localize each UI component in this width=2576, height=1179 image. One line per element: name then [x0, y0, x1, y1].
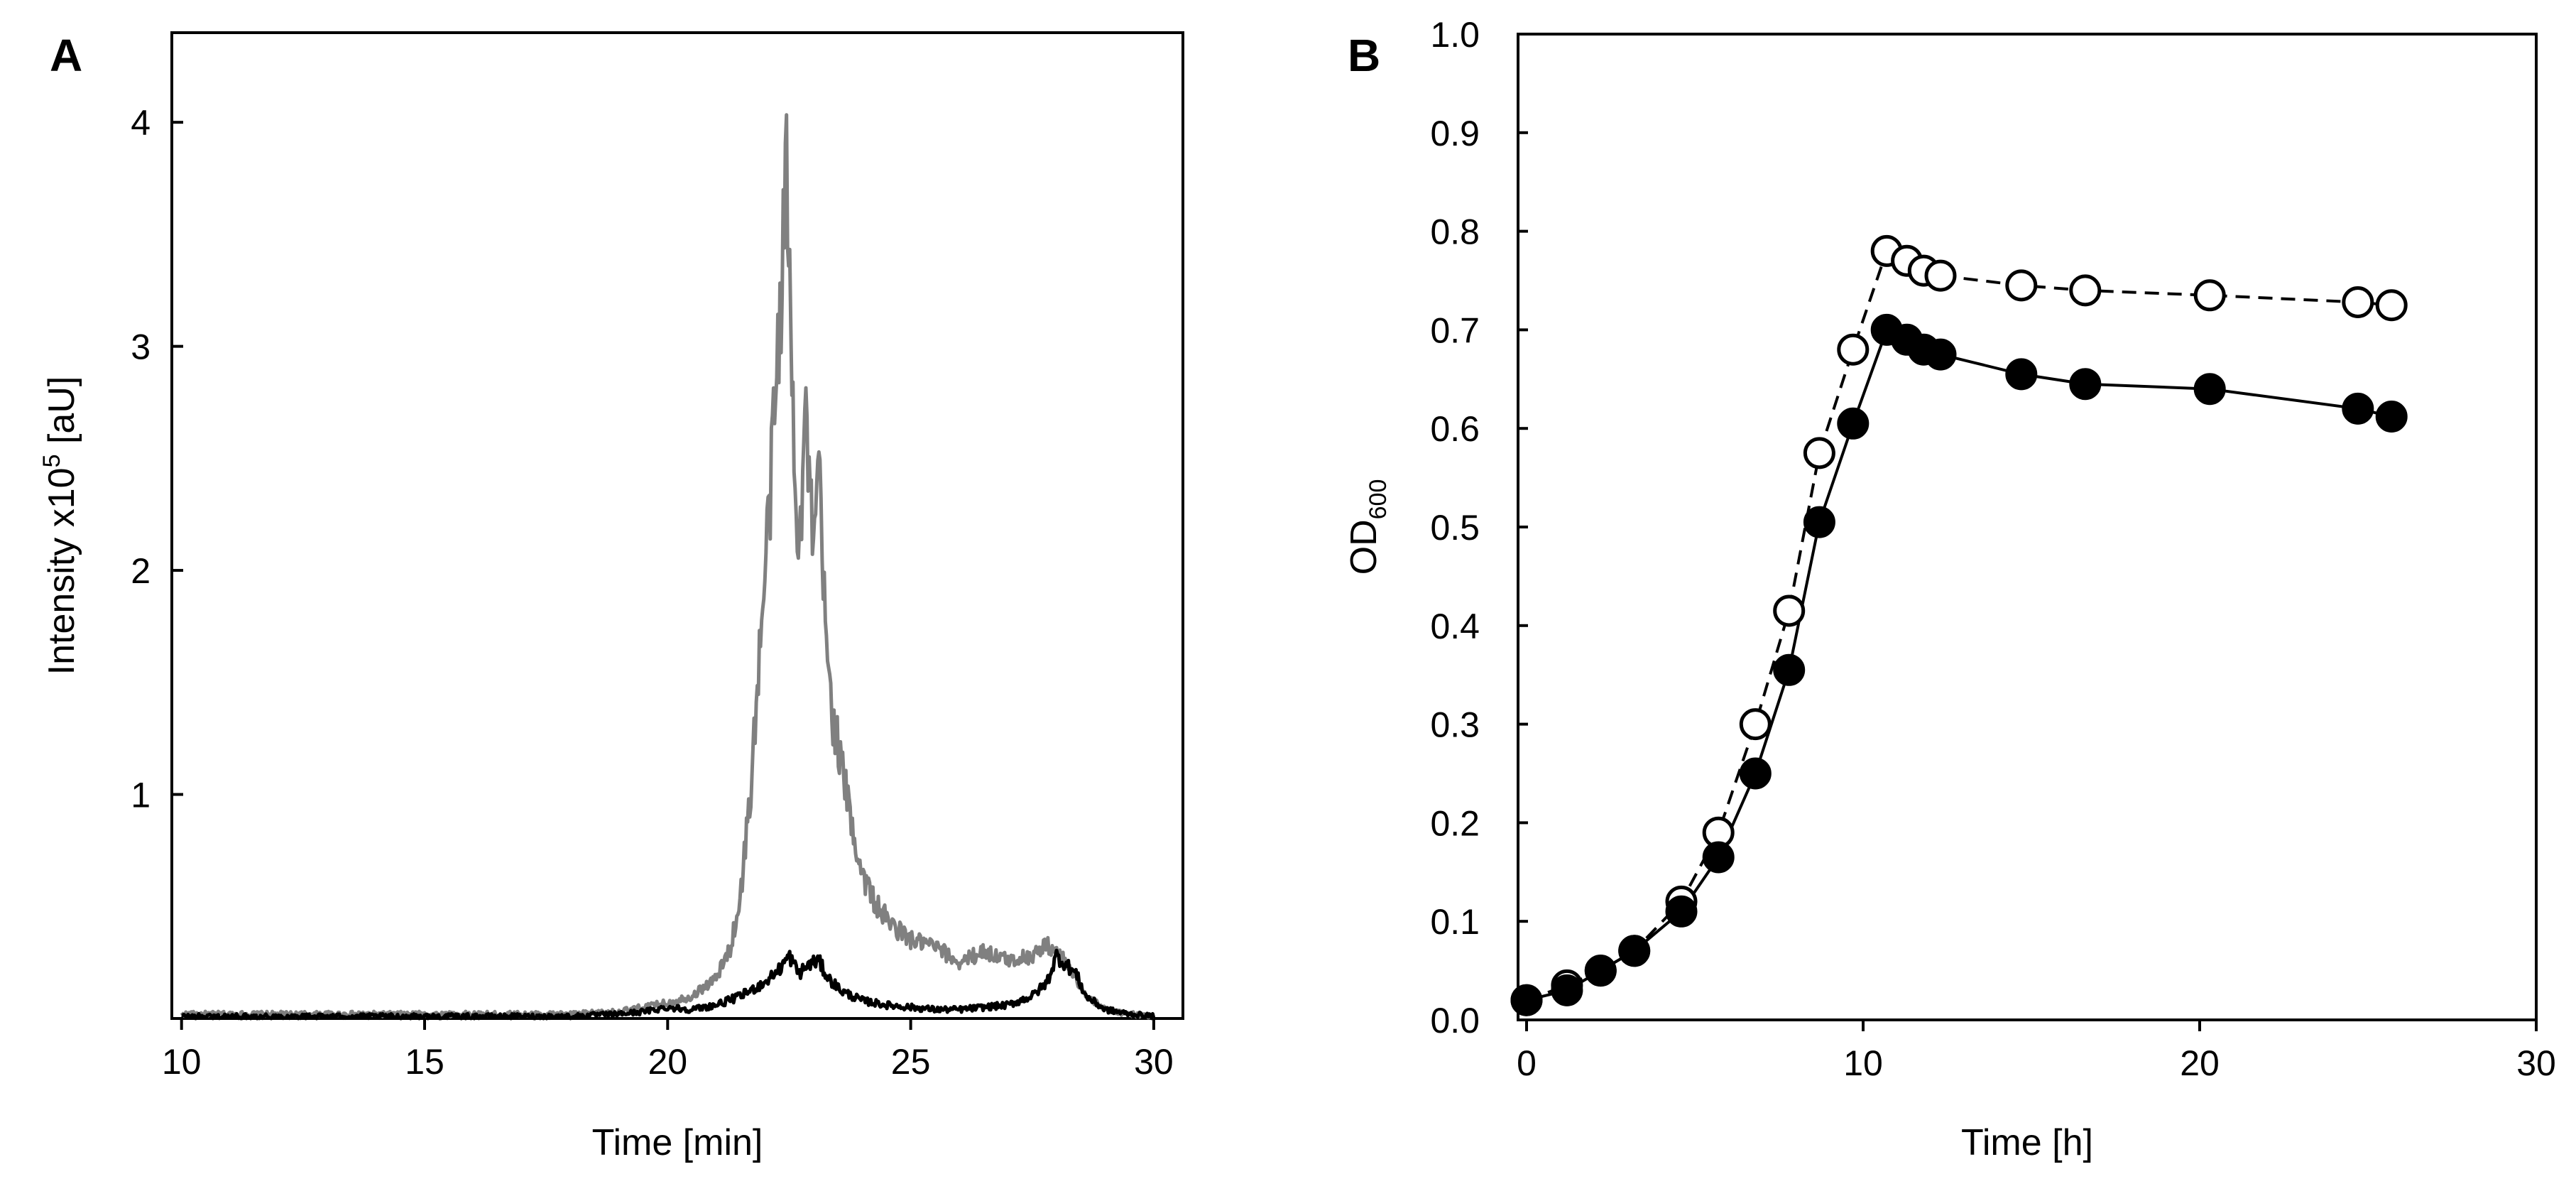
panel-b-y-tick-label: 0.7 [1430, 310, 1480, 350]
panel-a-x-tick-label: 25 [891, 1042, 931, 1082]
panel-a-y-axis-title-main: Intensity x10 [41, 467, 82, 675]
panel-b-open-point [1924, 259, 1957, 292]
panel-b-filled-point [2005, 358, 2038, 391]
panel-a-x-tick-label: 30 [1134, 1042, 1174, 1082]
panel-b-filled-point [2193, 373, 2226, 406]
panel-b-y-tick-label: 1.0 [1430, 15, 1480, 55]
panel-a-series [180, 113, 1156, 1021]
panel-b-open-point [2069, 274, 2102, 307]
panel-a: A 10 15 20 25 30 1 2 3 4 Time [min] Intensity x… [38, 30, 1184, 1163]
panel-b-y-tick-label: 0.0 [1430, 1001, 1480, 1041]
panel-a-y-axis-title: Intensity x105 [aU] [38, 376, 82, 675]
panel-b-open-point [2193, 279, 2226, 312]
panel-b-x-tick-label: 20 [2180, 1043, 2220, 1083]
panel-a-x-tick-label: 15 [405, 1042, 444, 1082]
panel-b-open-point [1773, 594, 1806, 627]
panel-a-y-axis-title-sup: 5 [38, 454, 65, 467]
panel-b-filled-point [1551, 974, 1583, 1006]
panel-b-letter: B [1348, 30, 1380, 81]
panel-a-y-tick-label: 2 [131, 551, 151, 591]
panel-b-series-line [1526, 327, 2392, 1002]
panel-b-filled-point [1773, 653, 1806, 686]
panel-b-filled-point [1803, 506, 1835, 538]
panel-b-y-tick-label: 0.3 [1430, 705, 1480, 745]
panel-a-y-tick-label: 4 [131, 103, 151, 143]
panel-b-filled-point [1584, 955, 1617, 987]
panel-b-x-tick-label: 30 [2516, 1043, 2556, 1083]
panel-b-open-point [1803, 437, 1835, 469]
panel-a-plot-frame [170, 31, 1184, 1020]
panel-b-y-tick-label: 0.1 [1430, 902, 1480, 942]
panel-b-y-tick-label: 0.6 [1430, 409, 1480, 449]
panel-b-y-tick-label: 0.4 [1430, 607, 1480, 646]
panel-b-y-tick-label: 0.8 [1430, 212, 1480, 252]
panel-b-series [1510, 234, 2408, 1016]
panel-b-x-tick-label: 0 [1517, 1043, 1537, 1083]
panel-b-y-axis-title-main: OD [1343, 519, 1385, 575]
panel-b-open-point [2375, 289, 2408, 322]
panel-a-y-ticks: 1 2 3 4 [131, 103, 183, 815]
panel-a-y-axis-title-suffix: [aU] [41, 376, 82, 455]
panel-b-filled-point [1837, 407, 1870, 440]
panel-b-y-axis-title-sub: 600 [1365, 479, 1392, 520]
panel-a-series-line [180, 948, 1156, 1021]
panel-b-open-point [2342, 286, 2374, 318]
panel-b-filled-point [1618, 935, 1651, 967]
panel-b-y-ticks: 0.0 0.1 0.2 0.3 0.4 0.5 0.6 0.7 0.8 0.9 1.0 [1430, 15, 1528, 1041]
panel-b-open-point [1837, 333, 1870, 366]
panel-b-open-point [1739, 708, 1772, 741]
panel-a-y-tick-label: 3 [131, 327, 151, 367]
panel-b-filled-point [2342, 392, 2374, 425]
panel-b-filled-point [1665, 895, 1698, 928]
panel-b-x-axis-title: Time [h] [1961, 1122, 2093, 1163]
panel-b-series-line [1526, 249, 2392, 1002]
panel-b-y-tick-label: 0.2 [1430, 803, 1480, 843]
panel-b-open-point [2005, 269, 2038, 302]
panel-b-x-ticks: 0 10 20 30 [1517, 1020, 2556, 1083]
panel-b-x-tick-label: 10 [1843, 1043, 1883, 1083]
panel-a-x-tick-label: 20 [648, 1042, 687, 1082]
panel-a-letter: A [50, 30, 82, 81]
panel-b-filled-point [1510, 984, 1543, 1016]
panel-b-y-tick-label: 0.5 [1430, 508, 1480, 548]
panel-a-x-tick-label: 10 [162, 1042, 202, 1082]
panel-b-filled-point [1924, 338, 1957, 371]
panel-b-plot-frame [1517, 33, 2538, 1021]
panel-a-x-ticks: 10 15 20 25 30 [162, 1018, 1174, 1082]
panel-b-y-axis-title: OD600 [1343, 479, 1392, 575]
panel-b-filled-point [1739, 757, 1772, 790]
panel-b-filled-point [2375, 401, 2408, 433]
panel-b-y-tick-label: 0.9 [1430, 114, 1480, 153]
panel-a-x-axis-title: Time [min] [592, 1122, 763, 1163]
panel-a-series-line [180, 113, 1155, 1020]
panel-b-filled-point [1702, 841, 1735, 874]
panel-b-filled-point [2069, 368, 2102, 401]
panel-b: B 0 10 20 30 0.0 0.1 0.2 0.3 0.4 0.5 0.6 0.7 0.8 0.9… [1343, 15, 2556, 1163]
panel-a-y-tick-label: 1 [131, 776, 151, 815]
